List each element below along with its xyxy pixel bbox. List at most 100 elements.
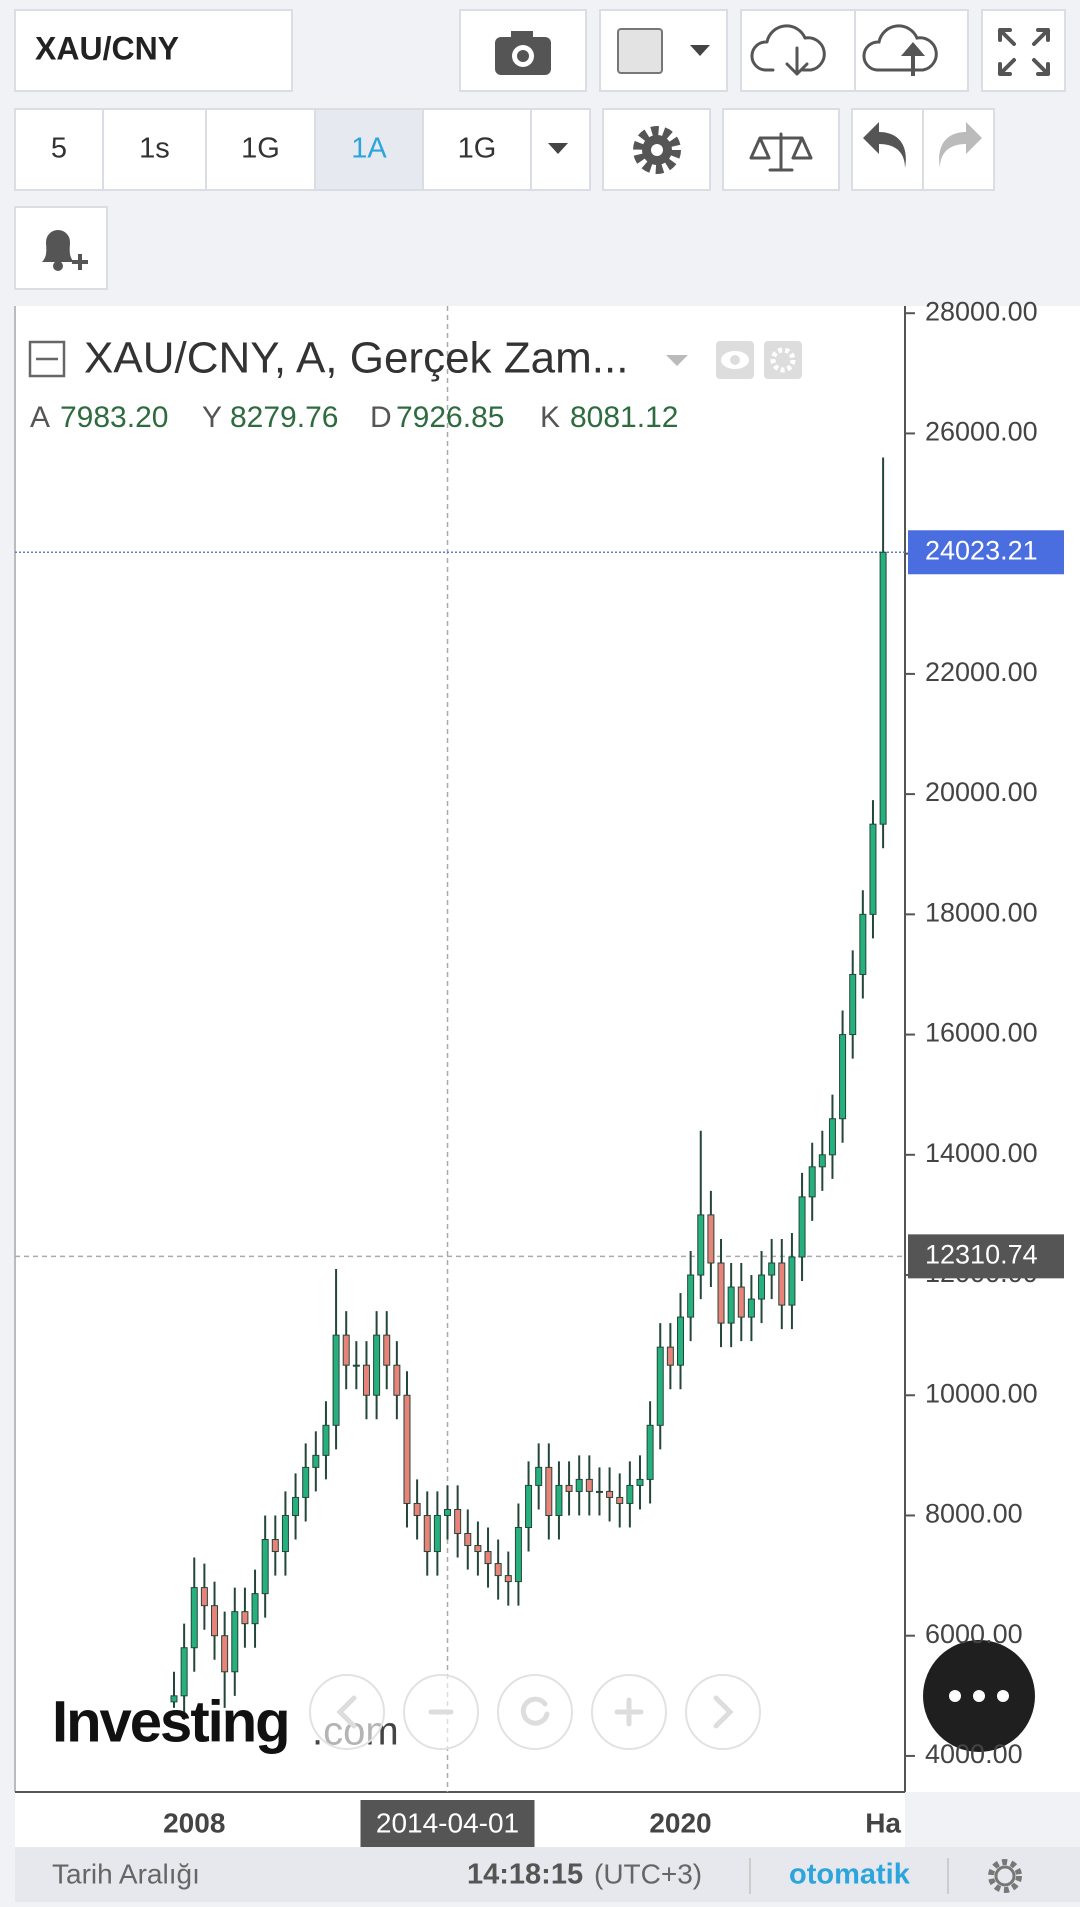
interval-button[interactable] [422,108,532,191]
candle-body [808,1166,816,1198]
candle-body [839,1034,847,1120]
fullscreen-icon [998,28,1050,76]
candle-body [494,1563,502,1577]
interval-button[interactable] [314,108,424,191]
candle-body [818,1154,826,1168]
date-range[interactable]: Tarih Aralığı [52,1858,200,1889]
candle-body [636,1478,644,1486]
dropdown-arrow [690,45,710,56]
legend-header [28,340,66,378]
x-tick-label: 2008 [163,1807,225,1838]
candle-body [352,1364,360,1367]
redo-button[interactable] [922,108,995,191]
clock: 14:18:15 [467,1859,583,1891]
candle-body [241,1611,249,1625]
interval-group: 5 1s 1G 1A 1G [14,108,532,191]
candle-body [525,1484,533,1529]
undo-button[interactable] [851,108,924,191]
compare-button[interactable] [722,108,840,191]
candle-body [798,1196,806,1258]
series-settings-button[interactable] [764,341,802,379]
candle-body [768,1262,776,1276]
price-axis-panel [905,306,1080,1792]
interval-label[interactable]: 1s [139,133,170,165]
download-icon [750,24,826,76]
camera-icon [495,31,551,75]
last-price-box [908,530,1064,575]
candle-body [595,1490,603,1493]
candle-body [322,1424,330,1456]
dropdown-arrow [548,143,568,154]
candle-body [454,1508,462,1535]
candle-body [362,1364,370,1396]
candle-body [697,1214,705,1276]
candle-body [575,1478,583,1492]
candle-body [879,551,887,825]
chart-panel [15,306,905,1792]
candle-body [859,913,867,975]
candle-body [433,1514,441,1553]
candle-body [737,1286,745,1318]
candle-body [616,1496,624,1504]
candle-body [626,1484,634,1504]
plot [15,306,905,1792]
candle-body [484,1551,492,1565]
candle-body [211,1605,219,1637]
y-tick-label: 28000.00 [925,296,1038,326]
alert-icon [42,230,88,271]
candle-body [271,1539,279,1553]
upload-arrow [901,42,925,76]
timezone[interactable]: (UTC+3) [594,1858,702,1889]
candle-body [312,1454,320,1468]
y-tick-label: 4000.00 [925,1739,1023,1769]
ohlc-key: K [540,401,560,434]
y-tick-label: 10000.00 [925,1378,1038,1408]
candle-body [585,1478,593,1492]
candle-body [828,1118,836,1156]
interval-label[interactable]: 1G [241,133,280,165]
upload-cloud [862,24,938,72]
interval-label[interactable]: 1A [351,133,387,165]
interval-label[interactable]: 1G [458,133,497,165]
candle-body [281,1514,289,1553]
candle-body [180,1647,188,1697]
candle-body [717,1262,725,1324]
scroll-left[interactable] [309,1674,385,1750]
candle-body [545,1466,553,1516]
interval-label[interactable]: 5 [51,133,67,165]
ohlc-value: 8081.12 [570,401,678,434]
candle-body [292,1496,300,1516]
candle-body [332,1334,340,1426]
candle-body [656,1346,664,1426]
candle-body [606,1490,614,1498]
candle-body [555,1484,563,1516]
candle-body [423,1514,431,1553]
y-tick-label: 26000.00 [925,417,1038,447]
crosshair-time-box [360,1800,535,1847]
footer-settings[interactable] [988,1859,1022,1893]
scroll-right[interactable] [685,1674,761,1750]
y-tick-label: 18000.00 [925,897,1038,927]
candle-body [373,1334,381,1396]
scale-mode[interactable]: otomatik [789,1859,911,1891]
candle-body [504,1575,512,1583]
candle-body [646,1424,654,1480]
symbol-box[interactable] [14,9,293,92]
y-tick-label: 20000.00 [925,777,1038,807]
interval-button[interactable] [14,108,104,191]
title-dropdown[interactable] [666,355,688,366]
candle-body [687,1274,695,1318]
candle-body [403,1394,411,1504]
candle-body [383,1334,391,1366]
candle-body [677,1316,684,1366]
symbol[interactable]: XAU/CNY [35,30,179,66]
candle-body [200,1587,208,1607]
chart-title: XAU/CNY, A, Gerçek Zam... [84,334,628,383]
fullscreen-button[interactable] [981,9,1066,92]
last-price-label: 24023.21 [925,535,1038,565]
candle-body [869,823,877,915]
candle-body [231,1611,239,1673]
interval-button[interactable] [205,108,316,191]
crosshair-time-label: 2014-04-01 [376,1807,519,1838]
reset[interactable] [497,1674,573,1750]
